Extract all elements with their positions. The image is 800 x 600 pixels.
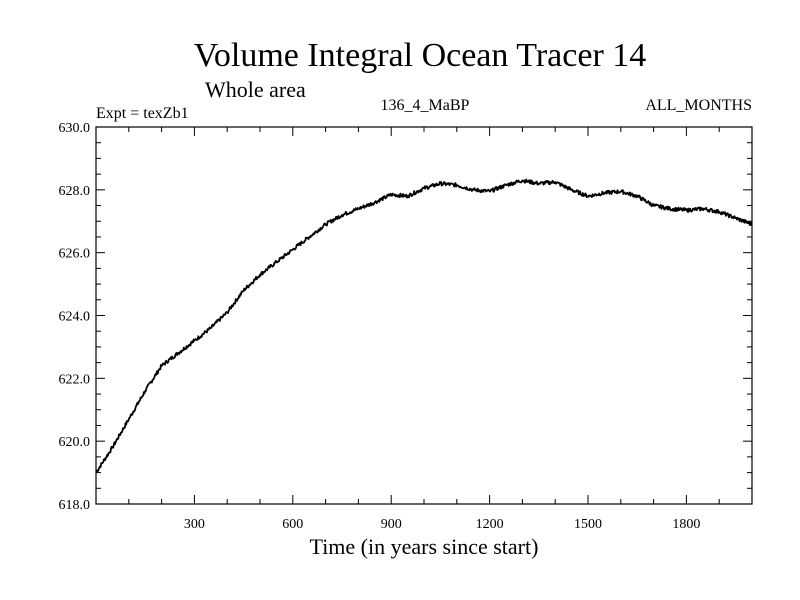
chart-subtitle: Whole area [205, 77, 306, 102]
plot-frame [95, 126, 753, 505]
x-tick-label: 600 [282, 517, 303, 532]
y-tick-label: 620.0 [59, 435, 91, 450]
y-tick-label: 618.0 [59, 498, 91, 513]
chart-title: Volume Integral Ocean Tracer 14 [194, 37, 647, 74]
x-axis-label: Time (in years since start) [310, 534, 539, 559]
y-tick-label: 624.0 [59, 310, 91, 325]
annotation-right: ALL_MONTHS [645, 97, 752, 114]
y-tick-label: 622.0 [59, 372, 91, 387]
y-tick-label: 628.0 [59, 184, 91, 199]
y-tick-label: 630.0 [59, 121, 91, 136]
series-line [95, 178, 753, 474]
annotation-center: 136_4_MaBP [381, 97, 470, 114]
annotation-left: Expt = texZb1 [96, 105, 189, 122]
y-axis: 618.0 620.0 622.0 624.0 626.0 628.0 630.0 [59, 121, 752, 513]
x-tick-label: 900 [381, 517, 402, 532]
x-tick-label: 1500 [574, 517, 602, 532]
x-tick-label: 1200 [476, 517, 504, 532]
y-tick-label: 626.0 [59, 247, 91, 262]
x-tick-label: 300 [184, 517, 205, 532]
x-axis: 300 600 900 1200 1500 1800 [128, 127, 720, 532]
x-tick-label: 1800 [672, 517, 700, 532]
